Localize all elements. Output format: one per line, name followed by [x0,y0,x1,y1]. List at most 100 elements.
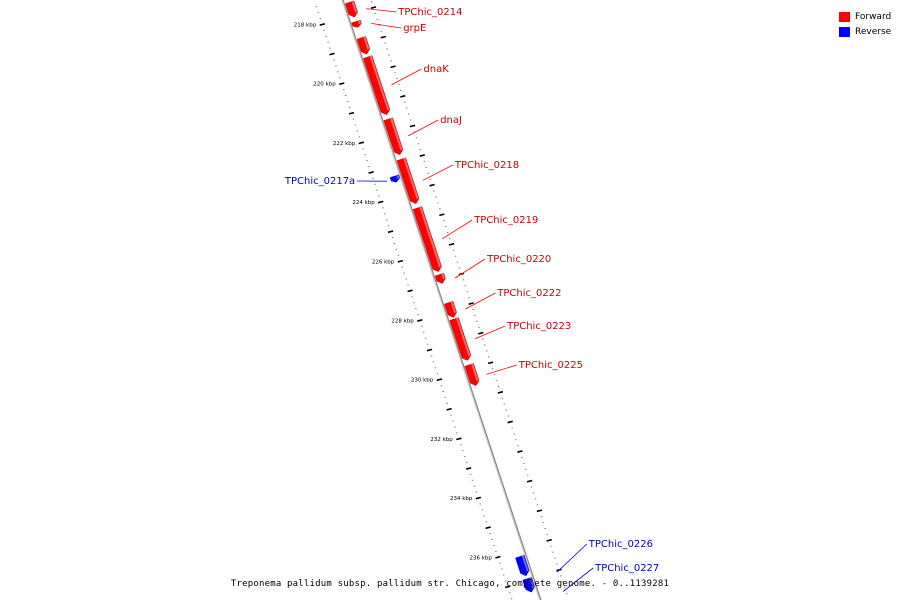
major-tick [448,242,455,246]
major-tick [526,479,533,483]
gene-highlight [529,577,535,588]
major-tick [485,526,491,530]
gene-highlight [351,1,358,13]
major-tick [368,171,374,174]
inner-tick-track: 218 kbp 220 kbp 222 kbp 224 kbp 226 kbp 228 k… [294,6,513,600]
major-tick [468,302,474,305]
tick-label: 224 kbp [352,200,375,206]
gene-label: TPChic_0222 [496,288,561,299]
gene-highlight [456,317,471,356]
genome-backbone [341,0,542,600]
major-tick [400,94,406,98]
major-tick [417,319,423,322]
tick-label: 230 kbp [411,378,434,384]
gene-body [356,36,371,55]
gene-highlight [450,301,457,314]
gene-tpchic_0222 [444,300,457,318]
leader-line [474,325,506,340]
major-tick [380,35,386,39]
gene-label: dnaK [423,64,449,75]
gene-tpchic_0223 [449,317,472,361]
tick-label: 236 kbp [469,555,492,561]
major-tick [397,259,404,263]
major-tick [329,52,335,56]
major-tick [507,420,513,424]
tick-label: 222 kbp [333,141,356,147]
gene-dnak [363,55,391,116]
gene-label: TPChic_0214 [397,7,462,18]
gene-tpchic_0219 [412,206,442,272]
major-tick [387,230,394,234]
major-tick [419,154,426,157]
legend-reverse-label: Reverse [855,26,892,37]
gene-highlight [390,117,403,151]
leader-line [391,68,422,86]
gene-unnamed [356,36,371,55]
legend-forward-label: Forward [855,11,892,22]
gene-dnaj [383,117,404,156]
leader-line [454,258,486,279]
tick-label: 220 kbp [313,82,336,88]
gene-label: TPChic_0226 [588,539,653,550]
gene-tpchic_0217a [389,174,400,183]
tick-label: 218 kbp [294,23,317,29]
major-tick [536,509,543,513]
gene-label: grpE [403,23,426,34]
major-tick [407,289,413,293]
major-tick [517,450,523,453]
major-tick [429,183,435,187]
major-tick [339,82,345,86]
major-tick [546,538,552,542]
leader-line [486,364,517,375]
gene-highlight [369,55,390,111]
leader-line [441,219,473,240]
leader-line [371,23,402,29]
gene-label: TPChic_0217a [284,176,355,187]
gene-labels: TPChic_0214 grpE dnaK dnaJ TPChic_0218 TPChic… [284,7,659,592]
major-tick [436,378,443,382]
leader-line [465,292,496,310]
gene-label: TPChic_0220 [486,254,551,265]
gene-tpchic_0220 [434,272,446,284]
outer-tick-track [370,1,568,595]
gene-body [363,55,391,116]
gene-highlight [357,20,361,25]
major-tick [465,467,472,470]
gene-highlight [471,363,479,382]
leader-line [366,8,397,13]
gene-label: TPChic_0227 [594,563,659,574]
leader-line [408,119,439,137]
gene-tpchic_0218 [396,157,420,204]
legend-forward: Forward [839,9,891,24]
gene-grpe [351,19,362,28]
legend-reverse: Reverse [839,24,891,39]
gene-highlight [521,555,529,572]
major-tick [504,585,511,589]
gene-label: TPChic_0223 [506,321,571,332]
major-tick [370,6,377,9]
major-tick [497,390,504,394]
major-tick [487,361,494,365]
genome-caption: Treponema pallidum subsp. pallidum str. … [230,579,670,589]
leader-line [422,164,454,181]
gene-highlight [441,273,445,280]
major-tick [409,124,416,128]
tick-label: 234 kbp [450,496,473,502]
major-tick [319,23,325,26]
forward-swatch [839,11,850,22]
leader-line [556,543,588,573]
major-tick [348,111,355,115]
major-tick [358,141,364,145]
gene-label: TPChic_0218 [454,160,519,171]
gene-label: TPChic_0225 [518,360,583,371]
strand-legend: Forward Reverse [839,9,891,39]
major-tick [495,555,501,559]
gene-label: dnaJ [440,115,462,126]
gene-highlight [419,206,442,268]
gene-label: TPChic_0219 [473,215,538,226]
gene-highlight [363,36,370,50]
gene-tpchic_0225 [464,363,480,386]
major-tick [475,496,482,500]
major-tick [456,437,462,441]
genome-backbone-highlight [341,0,541,600]
